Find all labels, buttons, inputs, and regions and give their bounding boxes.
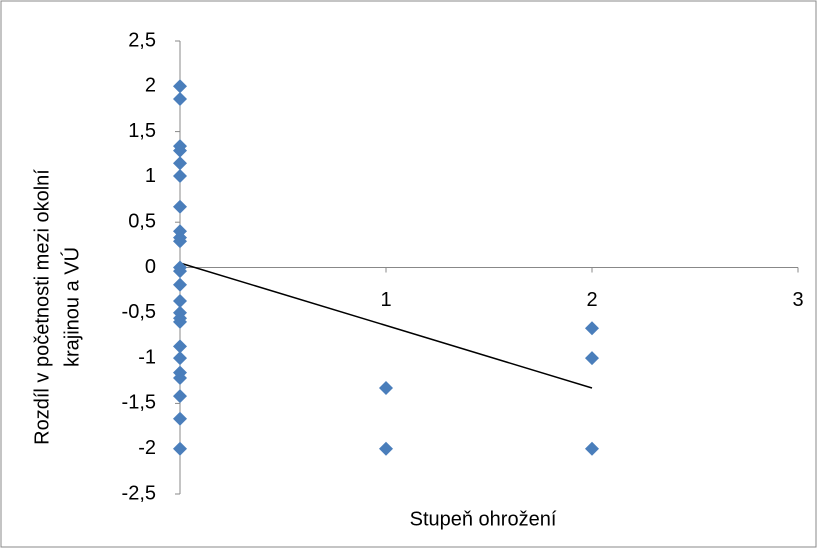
data-point [173,314,187,329]
y-axis-label: krajinou a VÚ [60,247,83,367]
y-tick-label: -0,5 [122,301,156,323]
data-point [173,339,187,354]
data-point [173,411,187,426]
trendline [179,262,593,389]
data-point [173,351,187,366]
data-point [173,91,187,106]
y-tick-label: 1,5 [128,120,156,142]
data-point [173,264,187,279]
y-tick-label: -2,5 [122,482,156,504]
x-tick-label: 2 [586,289,597,311]
x-axis-label: Stupeň ohrožení [410,508,557,530]
data-point [173,79,187,94]
data-point [173,199,187,214]
data-point [173,277,187,292]
x-tick-label: 3 [792,289,803,311]
data-point [173,389,187,404]
data-point [585,441,599,456]
x-tick-label: 1 [380,289,391,311]
data-point [173,168,187,183]
y-tick-label: 2 [145,75,156,97]
y-axis-label: Rozdíl v početnosti mezi okolní [31,169,53,445]
y-tick-label: 2,5 [128,29,156,51]
y-tick-label: 0,5 [128,210,156,232]
y-tick-label: 0 [145,256,156,278]
data-point [173,156,187,171]
data-point [173,294,187,309]
data-point [173,143,187,158]
data-point [585,321,599,336]
y-tick-label: -1,5 [122,392,156,414]
data-point [379,441,393,456]
data-point [379,380,393,395]
data-point [173,371,187,386]
y-tick-label: 1 [145,165,156,187]
data-point [173,441,187,456]
y-tick-label: -1 [138,346,156,368]
data-point [173,234,187,249]
y-tick-label: -2 [138,437,156,459]
data-point [585,351,599,366]
